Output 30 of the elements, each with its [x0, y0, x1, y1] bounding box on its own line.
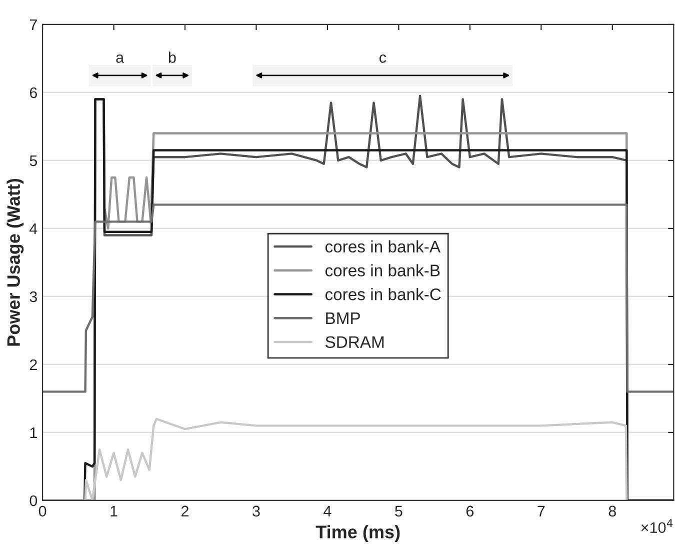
legend-label: SDRAM: [325, 336, 384, 348]
y-tick-label: 6: [30, 87, 37, 98]
band-label: b: [168, 52, 176, 63]
y-tick-label: 5: [30, 156, 38, 166]
line-series: [42, 418, 628, 500]
x-axis-title: Time (ms): [316, 525, 400, 542]
legend-label: cores in bank-B: [325, 264, 440, 276]
text: ×10$^{4}$: [641, 519, 673, 534]
x-tick-label: 6: [466, 506, 474, 517]
line-series: [42, 204, 674, 393]
x-tick-label: 0: [38, 506, 46, 517]
x-tick-label: 5: [395, 506, 402, 517]
band-label: c: [379, 54, 386, 63]
x-tick-label: 3: [252, 506, 260, 517]
legend-label: cores in bank-C: [325, 288, 441, 300]
y-tick-label: 4: [30, 224, 38, 234]
legend-label: BMP: [326, 312, 360, 324]
y-tick-label: 2: [30, 359, 37, 370]
x-tick-label: 2: [182, 506, 188, 516]
y-tick-label: 7: [30, 20, 37, 30]
legend-label: cores in bank-A: [325, 240, 440, 253]
x-tick-label: 7: [538, 506, 545, 516]
y-axis-title: Power Usage (Watt): [6, 178, 24, 346]
x-tick-label: 1: [110, 506, 118, 516]
y-tick-label: 0: [30, 495, 38, 506]
band-label: a: [116, 54, 124, 63]
x-tick-label: 4: [324, 506, 332, 516]
y-tick-label: 1: [30, 428, 37, 438]
x-tick-label: 8: [608, 506, 616, 517]
y-tick-label: 3: [30, 291, 37, 302]
